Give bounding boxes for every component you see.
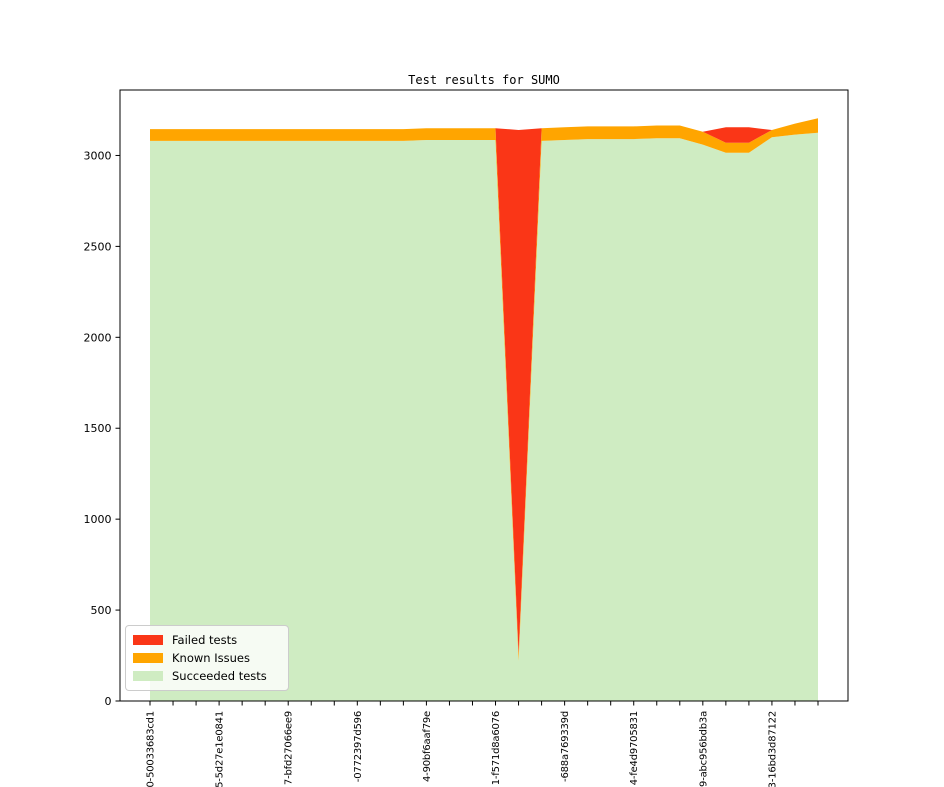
y-tick-label: 1500	[84, 422, 112, 435]
x-tick-label: 1-f571d8a6076	[491, 711, 502, 785]
succeeded-swatch-icon	[133, 671, 163, 681]
y-axis-labels: 0 500 1000 1500 2000 2500 3000	[84, 149, 112, 708]
x-axis-labels: 0-50033683cd1 5-5d27e1e0841 7-bfd27066ee9 -…	[146, 711, 779, 787]
y-tick-label: 0	[105, 695, 112, 708]
x-tick-label: 9-abc956bdb3a	[698, 711, 709, 787]
failed-swatch-icon	[133, 635, 163, 645]
axes-frame	[119, 89, 849, 702]
x-tick-label: -688a769339d	[560, 711, 571, 782]
legend: Failed tests Known Issues Succeeded test…	[125, 625, 289, 691]
y-tick-label: 3000	[84, 149, 112, 162]
x-tick-label: 0-50033683cd1	[146, 711, 157, 787]
x-axis-ticks	[149, 701, 819, 706]
x-tick-label: 3-16bd3d87122	[767, 711, 778, 787]
x-tick-label: 7-bfd27066ee9	[284, 711, 295, 785]
stacked-areas	[150, 118, 818, 701]
legend-item-succeeded: Succeeded tests	[133, 669, 280, 683]
y-tick-label: 2000	[84, 331, 112, 344]
x-tick-label: 4-fe4d9705831	[629, 711, 640, 785]
y-axis-ticks	[115, 154, 120, 702]
known-swatch-icon	[133, 653, 163, 663]
x-tick-label: 4-90bf6aaf79e	[422, 711, 433, 782]
succeeded-area	[150, 132, 818, 701]
legend-item-failed: Failed tests	[133, 633, 280, 647]
y-tick-label: 2500	[84, 240, 112, 253]
legend-label: Failed tests	[172, 633, 238, 647]
x-tick-label: -0772397d596	[353, 711, 364, 782]
legend-item-known: Known Issues	[133, 651, 280, 665]
legend-label: Succeeded tests	[172, 669, 267, 683]
chart-title: Test results for SUMO	[408, 73, 560, 87]
y-tick-label: 500	[91, 604, 112, 617]
y-tick-label: 1000	[84, 513, 112, 526]
x-tick-label: 5-5d27e1e0841	[215, 711, 226, 787]
legend-label: Known Issues	[172, 651, 250, 665]
